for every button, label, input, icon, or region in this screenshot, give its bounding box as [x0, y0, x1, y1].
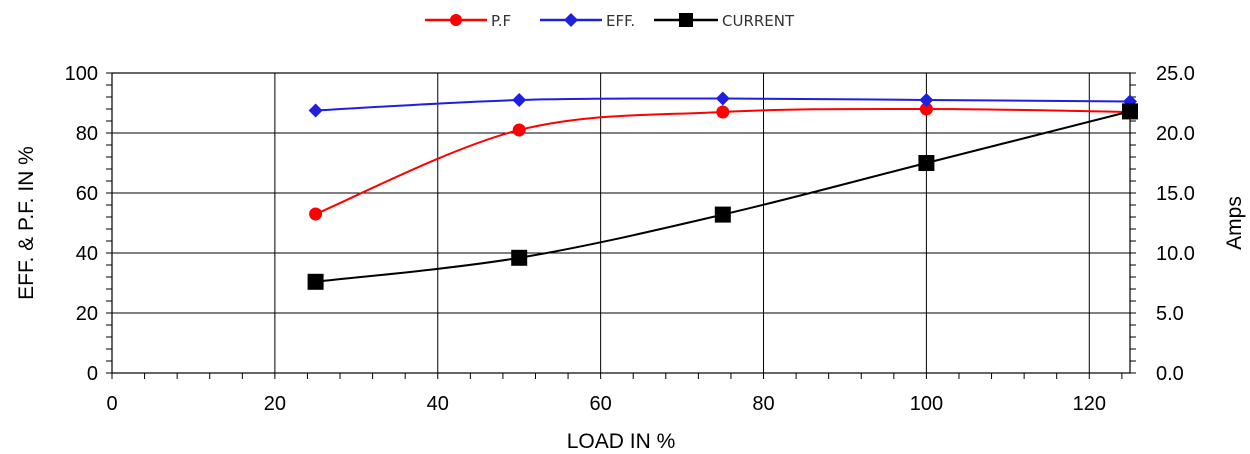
y-tick-label: 0: [87, 363, 98, 385]
legend-marker-current: [679, 13, 693, 27]
x-tick-label: 60: [590, 393, 612, 415]
y-tick-label: 100: [65, 63, 98, 85]
y2-tick-label: 15.0: [1156, 183, 1195, 205]
y2-tick-label: 0.0: [1156, 363, 1184, 385]
plot-area: [307, 91, 1138, 290]
y-tick-label: 80: [76, 123, 98, 145]
data-point-current: [307, 273, 324, 290]
y2-tick-label: 5.0: [1156, 303, 1184, 325]
legend-label-current: CURRENT: [722, 12, 795, 30]
y2-tick-label: 20.0: [1156, 123, 1195, 145]
data-point-pf: [919, 102, 933, 116]
x-tick-label: 40: [427, 393, 449, 415]
data-point-current: [1122, 103, 1138, 120]
x-axis-title: LOAD IN %: [567, 430, 676, 453]
y-tick-label: 40: [76, 243, 98, 265]
data-point-current: [918, 155, 935, 171]
y2-tick-label: 25.0: [1156, 63, 1195, 85]
data-point-pf: [512, 123, 526, 137]
x-tick-label: 0: [106, 393, 117, 415]
series-current: [307, 103, 1138, 290]
y-tick-label: 20: [76, 303, 98, 325]
y-axis-title: EFF. & P.F. IN %: [15, 146, 38, 300]
legend-label-eff: EFF.: [606, 12, 635, 30]
axes: [106, 72, 1136, 379]
legend-item-pf: P.F: [425, 12, 511, 30]
data-point-eff: [512, 93, 527, 107]
legend-label-pf: P.F: [491, 12, 511, 30]
data-point-current: [511, 249, 528, 266]
x-tick-label: 20: [264, 393, 286, 415]
y-tick-label: 60: [76, 183, 98, 205]
plot-border: [111, 72, 1131, 374]
legend: P.F EFF. CURRENT: [425, 12, 795, 30]
data-point-pf: [309, 207, 323, 221]
x-tick-label: 120: [1073, 393, 1106, 415]
x-tick-label: 100: [910, 393, 943, 415]
data-point-eff: [919, 93, 934, 107]
legend-item-eff: EFF.: [540, 12, 635, 30]
legend-item-current: CURRENT: [654, 12, 795, 30]
y2-tick-label: 10.0: [1156, 243, 1195, 265]
grid: [112, 73, 1130, 373]
legend-marker-pf: [450, 14, 462, 26]
legend-marker-eff: [564, 13, 578, 27]
data-point-eff: [715, 91, 730, 106]
axis-labels: 0 20 40 60 80 100 0.0 5.0 10.0 15.0 20.0 25.0 0 20 40 6…: [15, 63, 1246, 453]
x-tick-label: 80: [752, 393, 774, 415]
series-eff: [308, 91, 1137, 118]
data-point-current: [714, 206, 731, 223]
series-pf: [309, 102, 1137, 221]
y2-axis-title: Amps: [1223, 196, 1246, 250]
data-point-pf: [716, 105, 730, 119]
data-point-eff: [308, 103, 323, 118]
